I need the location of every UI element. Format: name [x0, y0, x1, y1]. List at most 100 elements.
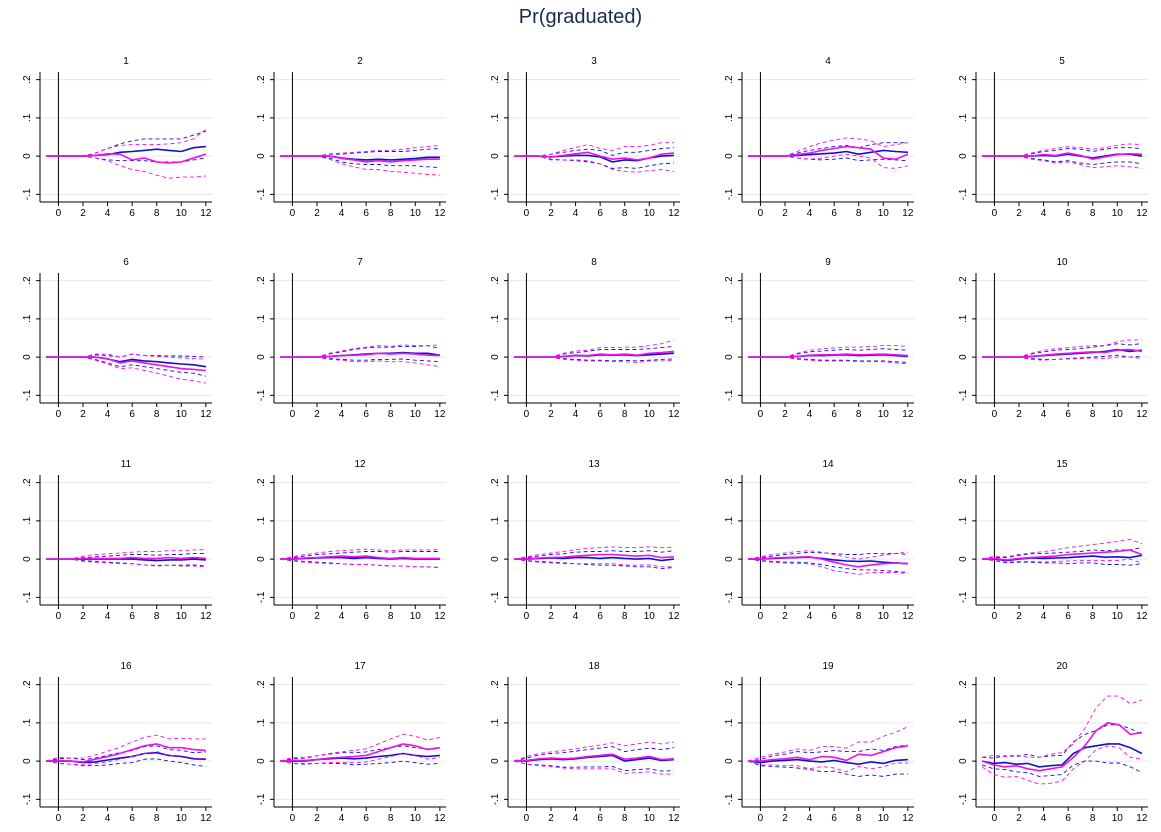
series-magenta-estimate	[982, 549, 1143, 561]
x-tick-label: 4	[807, 813, 813, 824]
x-tick-label: 8	[622, 208, 628, 219]
y-tick-label: 0	[22, 758, 33, 764]
x-tick-label: 8	[154, 611, 160, 622]
x-tick-label: 2	[548, 813, 554, 824]
panel-label: 6	[123, 257, 129, 268]
x-tick-label: 6	[129, 611, 135, 622]
series-blue-estimate	[46, 145, 206, 157]
x-tick-label: 2	[782, 813, 788, 824]
panel-label: 5	[1059, 56, 1065, 67]
series-blue-lower-bound	[748, 558, 908, 573]
series-blue-lower-bound	[280, 558, 440, 568]
x-tick-label: 6	[1065, 813, 1071, 824]
x-tick-label: 8	[154, 813, 160, 824]
series-magenta-estimate	[514, 350, 674, 358]
series-magenta-lower-bound	[280, 155, 440, 176]
y-tick-label: .1	[724, 718, 735, 727]
panel-14: 14 -.1 0 .1 .2 0 2 4 6 8 10 12	[724, 459, 914, 622]
x-tick-label: 4	[105, 813, 111, 824]
y-tick-label: -.1	[724, 793, 735, 805]
series-magenta-estimate	[280, 155, 440, 163]
x-tick-label: 6	[597, 813, 603, 824]
x-tick-label: 8	[856, 208, 862, 219]
x-tick-label: 8	[622, 409, 628, 420]
x-tick-label: 4	[807, 409, 813, 420]
y-tick-label: .2	[958, 75, 969, 84]
series-magenta-estimate	[514, 151, 674, 161]
series-magenta-lower-bound	[747, 760, 908, 773]
x-tick-label: 4	[105, 409, 111, 420]
x-tick-label: 6	[1065, 611, 1071, 622]
series-magenta-estimate	[280, 555, 440, 560]
x-tick-label: 10	[644, 409, 656, 420]
y-tick-label: -.1	[256, 793, 267, 805]
series-blue-upper-bound	[748, 348, 908, 358]
y-tick-label: 0	[256, 354, 267, 360]
y-tick-label: .2	[22, 276, 33, 285]
x-tick-label: 6	[129, 208, 135, 219]
y-tick-label: .2	[958, 478, 969, 487]
x-tick-label: 4	[807, 611, 813, 622]
series-magenta-estimate	[982, 348, 1143, 358]
series-magenta-estimate	[514, 753, 674, 762]
series-magenta-upper-bound	[513, 741, 674, 762]
series-magenta-lower-bound	[514, 558, 674, 568]
y-tick-label: .1	[256, 718, 267, 727]
series-magenta-estimate	[46, 356, 206, 372]
y-tick-label: .2	[256, 75, 267, 84]
series-blue-upper-bound	[280, 345, 441, 358]
x-tick-label: 12	[902, 208, 914, 219]
x-tick-label: 2	[314, 611, 320, 622]
y-tick-label: .1	[490, 516, 501, 525]
x-tick-label: 10	[644, 208, 656, 219]
x-tick-label: 2	[80, 813, 86, 824]
y-tick-label: .2	[490, 276, 501, 285]
x-tick-label: 8	[154, 208, 160, 219]
series-blue-upper-bound	[280, 745, 440, 762]
y-tick-label: .1	[958, 113, 969, 122]
x-tick-label: 12	[1136, 208, 1148, 219]
series-blue-estimate	[981, 743, 1143, 768]
series-magenta-estimate	[982, 152, 1142, 161]
series-blue-estimate	[748, 149, 908, 157]
x-tick-label: 0	[758, 611, 764, 622]
series-magenta-lower-bound	[748, 356, 908, 365]
x-tick-label: 12	[434, 208, 446, 219]
x-tick-label: 10	[878, 813, 890, 824]
x-tick-label: 0	[524, 611, 530, 622]
y-tick-label: .2	[22, 478, 33, 487]
x-tick-label: 2	[80, 409, 86, 420]
x-tick-label: 0	[992, 611, 998, 622]
x-tick-label: 4	[573, 409, 579, 420]
x-tick-label: 2	[314, 208, 320, 219]
series-magenta-estimate	[280, 352, 440, 358]
x-tick-label: 6	[363, 208, 369, 219]
series-blue-estimate	[748, 758, 908, 766]
series-blue-upper-bound	[748, 142, 908, 157]
series-magenta-lower-bound	[748, 558, 908, 575]
series-magenta-lower-bound	[46, 558, 206, 568]
series-blue-upper-bound	[280, 551, 440, 560]
series-blue-upper-bound	[982, 547, 1142, 560]
x-tick-label: 8	[856, 813, 862, 824]
panel-label: 4	[825, 56, 831, 67]
x-tick-label: 2	[314, 813, 320, 824]
x-tick-label: 6	[831, 409, 837, 420]
x-tick-label: 0	[290, 409, 296, 420]
series-blue-lower-bound	[513, 760, 674, 772]
series-blue-lower-bound	[280, 760, 440, 766]
y-tick-label: .1	[724, 516, 735, 525]
panel-label: 7	[357, 257, 363, 268]
panel-label: 11	[121, 459, 132, 470]
x-tick-label: 12	[668, 611, 680, 622]
x-tick-label: 0	[758, 208, 764, 219]
series-magenta-upper-bound	[981, 538, 1143, 560]
x-tick-label: 4	[339, 208, 345, 219]
x-tick-label: 2	[1016, 409, 1022, 420]
y-tick-label: -.1	[256, 389, 267, 401]
x-tick-label: 8	[388, 208, 394, 219]
series-blue-upper-bound	[982, 343, 1142, 358]
series-magenta-upper-bound	[280, 144, 440, 157]
panel-label: 9	[825, 257, 831, 268]
